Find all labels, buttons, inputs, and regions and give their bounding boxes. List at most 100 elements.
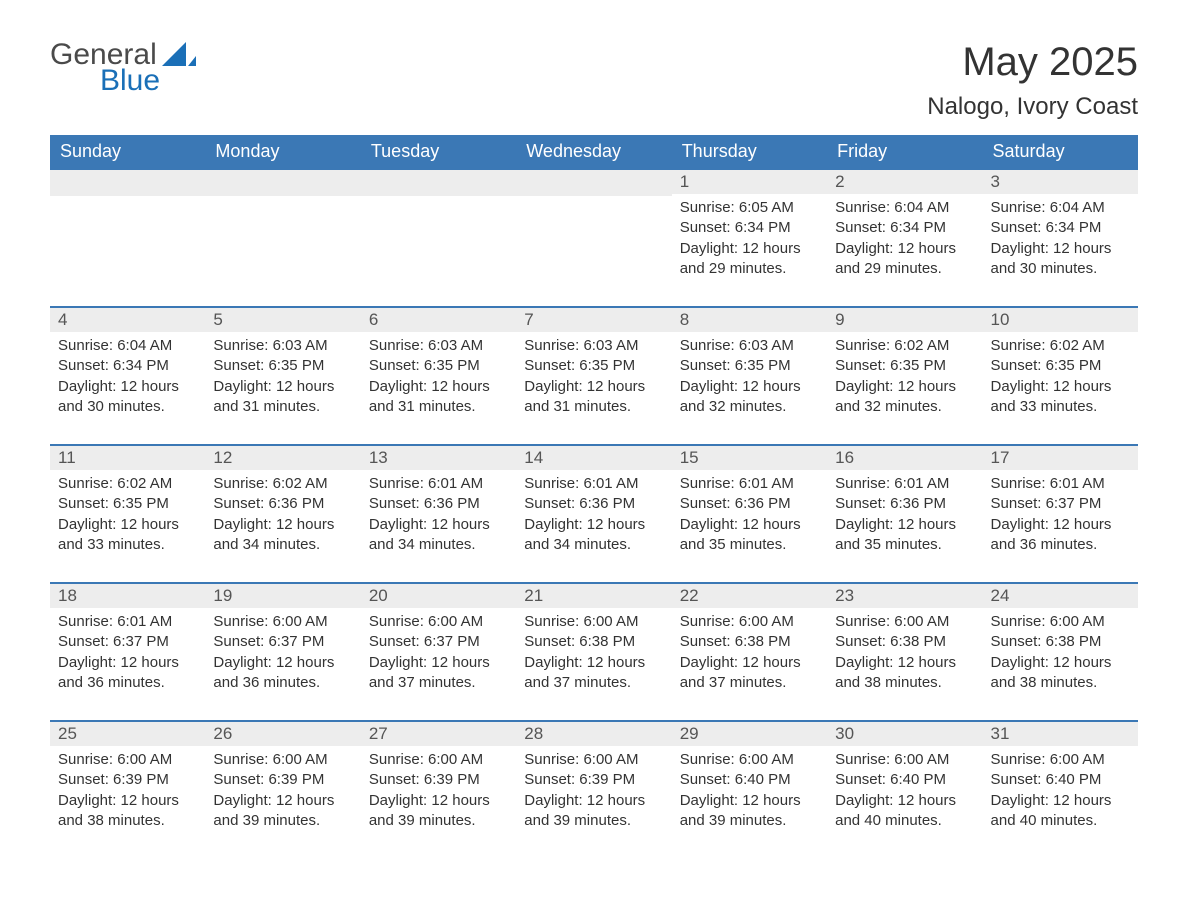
weekday-header: SundayMondayTuesdayWednesdayThursdayFrid…	[50, 135, 1138, 168]
week-row: 11Sunrise: 6:02 AMSunset: 6:35 PMDayligh…	[50, 444, 1138, 556]
page-title: May 2025	[927, 40, 1138, 85]
sunset-line: Sunset: 6:40 PM	[991, 770, 1130, 790]
daylight-line: Daylight: 12 hours and 38 minutes.	[991, 653, 1130, 694]
logo-text: General Blue	[50, 40, 160, 96]
day-body: Sunrise: 6:01 AMSunset: 6:36 PMDaylight:…	[361, 470, 516, 555]
day-number: 6	[361, 308, 516, 332]
sail-icon	[162, 42, 196, 75]
sunset-line: Sunset: 6:40 PM	[680, 770, 819, 790]
sunset-line: Sunset: 6:34 PM	[58, 356, 197, 376]
day-cell	[516, 170, 671, 280]
weekday-header-cell: Saturday	[983, 135, 1138, 168]
daylight-line: Daylight: 12 hours and 35 minutes.	[835, 515, 974, 556]
day-body: Sunrise: 6:00 AMSunset: 6:38 PMDaylight:…	[827, 608, 982, 693]
day-cell: 17Sunrise: 6:01 AMSunset: 6:37 PMDayligh…	[983, 446, 1138, 556]
day-number: 7	[516, 308, 671, 332]
daylight-line: Daylight: 12 hours and 31 minutes.	[369, 377, 508, 418]
day-body: Sunrise: 6:00 AMSunset: 6:40 PMDaylight:…	[827, 746, 982, 831]
sunset-line: Sunset: 6:35 PM	[680, 356, 819, 376]
day-body: Sunrise: 6:03 AMSunset: 6:35 PMDaylight:…	[361, 332, 516, 417]
day-number: 10	[983, 308, 1138, 332]
day-cell: 18Sunrise: 6:01 AMSunset: 6:37 PMDayligh…	[50, 584, 205, 694]
day-cell: 30Sunrise: 6:00 AMSunset: 6:40 PMDayligh…	[827, 722, 982, 832]
day-body: Sunrise: 6:00 AMSunset: 6:40 PMDaylight:…	[983, 746, 1138, 831]
weekday-header-cell: Thursday	[672, 135, 827, 168]
day-cell: 2Sunrise: 6:04 AMSunset: 6:34 PMDaylight…	[827, 170, 982, 280]
daylight-line: Daylight: 12 hours and 34 minutes.	[369, 515, 508, 556]
day-cell: 3Sunrise: 6:04 AMSunset: 6:34 PMDaylight…	[983, 170, 1138, 280]
day-body: Sunrise: 6:02 AMSunset: 6:35 PMDaylight:…	[827, 332, 982, 417]
day-number: 20	[361, 584, 516, 608]
day-number: 29	[672, 722, 827, 746]
day-body: Sunrise: 6:03 AMSunset: 6:35 PMDaylight:…	[205, 332, 360, 417]
day-cell: 19Sunrise: 6:00 AMSunset: 6:37 PMDayligh…	[205, 584, 360, 694]
day-cell: 11Sunrise: 6:02 AMSunset: 6:35 PMDayligh…	[50, 446, 205, 556]
daylight-line: Daylight: 12 hours and 29 minutes.	[835, 239, 974, 280]
day-body: Sunrise: 6:00 AMSunset: 6:39 PMDaylight:…	[516, 746, 671, 831]
sunset-line: Sunset: 6:38 PM	[680, 632, 819, 652]
sunrise-line: Sunrise: 6:02 AM	[835, 336, 974, 356]
sunset-line: Sunset: 6:36 PM	[213, 494, 352, 514]
sunrise-line: Sunrise: 6:00 AM	[58, 750, 197, 770]
day-cell: 6Sunrise: 6:03 AMSunset: 6:35 PMDaylight…	[361, 308, 516, 418]
day-body: Sunrise: 6:00 AMSunset: 6:39 PMDaylight:…	[50, 746, 205, 831]
day-number: 28	[516, 722, 671, 746]
sunrise-line: Sunrise: 6:00 AM	[680, 750, 819, 770]
sunset-line: Sunset: 6:38 PM	[835, 632, 974, 652]
sunrise-line: Sunrise: 6:02 AM	[58, 474, 197, 494]
sunrise-line: Sunrise: 6:03 AM	[680, 336, 819, 356]
sunset-line: Sunset: 6:39 PM	[524, 770, 663, 790]
sunset-line: Sunset: 6:36 PM	[524, 494, 663, 514]
location: Nalogo, Ivory Coast	[927, 93, 1138, 121]
sunset-line: Sunset: 6:35 PM	[835, 356, 974, 376]
day-body: Sunrise: 6:01 AMSunset: 6:36 PMDaylight:…	[827, 470, 982, 555]
day-cell: 22Sunrise: 6:00 AMSunset: 6:38 PMDayligh…	[672, 584, 827, 694]
sunrise-line: Sunrise: 6:00 AM	[369, 750, 508, 770]
sunrise-line: Sunrise: 6:00 AM	[369, 612, 508, 632]
week-row: 18Sunrise: 6:01 AMSunset: 6:37 PMDayligh…	[50, 582, 1138, 694]
weekday-header-cell: Monday	[205, 135, 360, 168]
sunset-line: Sunset: 6:36 PM	[680, 494, 819, 514]
day-number: 19	[205, 584, 360, 608]
sunrise-line: Sunrise: 6:00 AM	[991, 612, 1130, 632]
calendar: SundayMondayTuesdayWednesdayThursdayFrid…	[50, 135, 1138, 832]
sunrise-line: Sunrise: 6:00 AM	[524, 612, 663, 632]
sunrise-line: Sunrise: 6:00 AM	[213, 612, 352, 632]
day-body: Sunrise: 6:00 AMSunset: 6:37 PMDaylight:…	[361, 608, 516, 693]
sunset-line: Sunset: 6:39 PM	[213, 770, 352, 790]
daylight-line: Daylight: 12 hours and 30 minutes.	[991, 239, 1130, 280]
day-cell: 24Sunrise: 6:00 AMSunset: 6:38 PMDayligh…	[983, 584, 1138, 694]
daylight-line: Daylight: 12 hours and 37 minutes.	[369, 653, 508, 694]
day-number: 15	[672, 446, 827, 470]
week-row: 25Sunrise: 6:00 AMSunset: 6:39 PMDayligh…	[50, 720, 1138, 832]
daylight-line: Daylight: 12 hours and 40 minutes.	[991, 791, 1130, 832]
sunrise-line: Sunrise: 6:02 AM	[213, 474, 352, 494]
day-number: 17	[983, 446, 1138, 470]
sunset-line: Sunset: 6:38 PM	[991, 632, 1130, 652]
sunrise-line: Sunrise: 6:05 AM	[680, 198, 819, 218]
day-body: Sunrise: 6:03 AMSunset: 6:35 PMDaylight:…	[672, 332, 827, 417]
day-number: 3	[983, 170, 1138, 194]
sunrise-line: Sunrise: 6:03 AM	[213, 336, 352, 356]
day-cell: 26Sunrise: 6:00 AMSunset: 6:39 PMDayligh…	[205, 722, 360, 832]
daylight-line: Daylight: 12 hours and 37 minutes.	[680, 653, 819, 694]
daylight-line: Daylight: 12 hours and 33 minutes.	[58, 515, 197, 556]
weekday-header-cell: Tuesday	[361, 135, 516, 168]
day-body: Sunrise: 6:02 AMSunset: 6:35 PMDaylight:…	[983, 332, 1138, 417]
day-body: Sunrise: 6:01 AMSunset: 6:36 PMDaylight:…	[516, 470, 671, 555]
day-cell: 9Sunrise: 6:02 AMSunset: 6:35 PMDaylight…	[827, 308, 982, 418]
day-cell	[50, 170, 205, 280]
day-body: Sunrise: 6:02 AMSunset: 6:36 PMDaylight:…	[205, 470, 360, 555]
weekday-header-cell: Sunday	[50, 135, 205, 168]
day-number: 23	[827, 584, 982, 608]
sunset-line: Sunset: 6:38 PM	[524, 632, 663, 652]
sunset-line: Sunset: 6:39 PM	[369, 770, 508, 790]
day-number: 14	[516, 446, 671, 470]
day-number: 8	[672, 308, 827, 332]
weekday-header-cell: Friday	[827, 135, 982, 168]
daylight-line: Daylight: 12 hours and 38 minutes.	[58, 791, 197, 832]
weeks-container: 1Sunrise: 6:05 AMSunset: 6:34 PMDaylight…	[50, 168, 1138, 832]
daylight-line: Daylight: 12 hours and 34 minutes.	[524, 515, 663, 556]
sunset-line: Sunset: 6:35 PM	[991, 356, 1130, 376]
sunrise-line: Sunrise: 6:04 AM	[58, 336, 197, 356]
